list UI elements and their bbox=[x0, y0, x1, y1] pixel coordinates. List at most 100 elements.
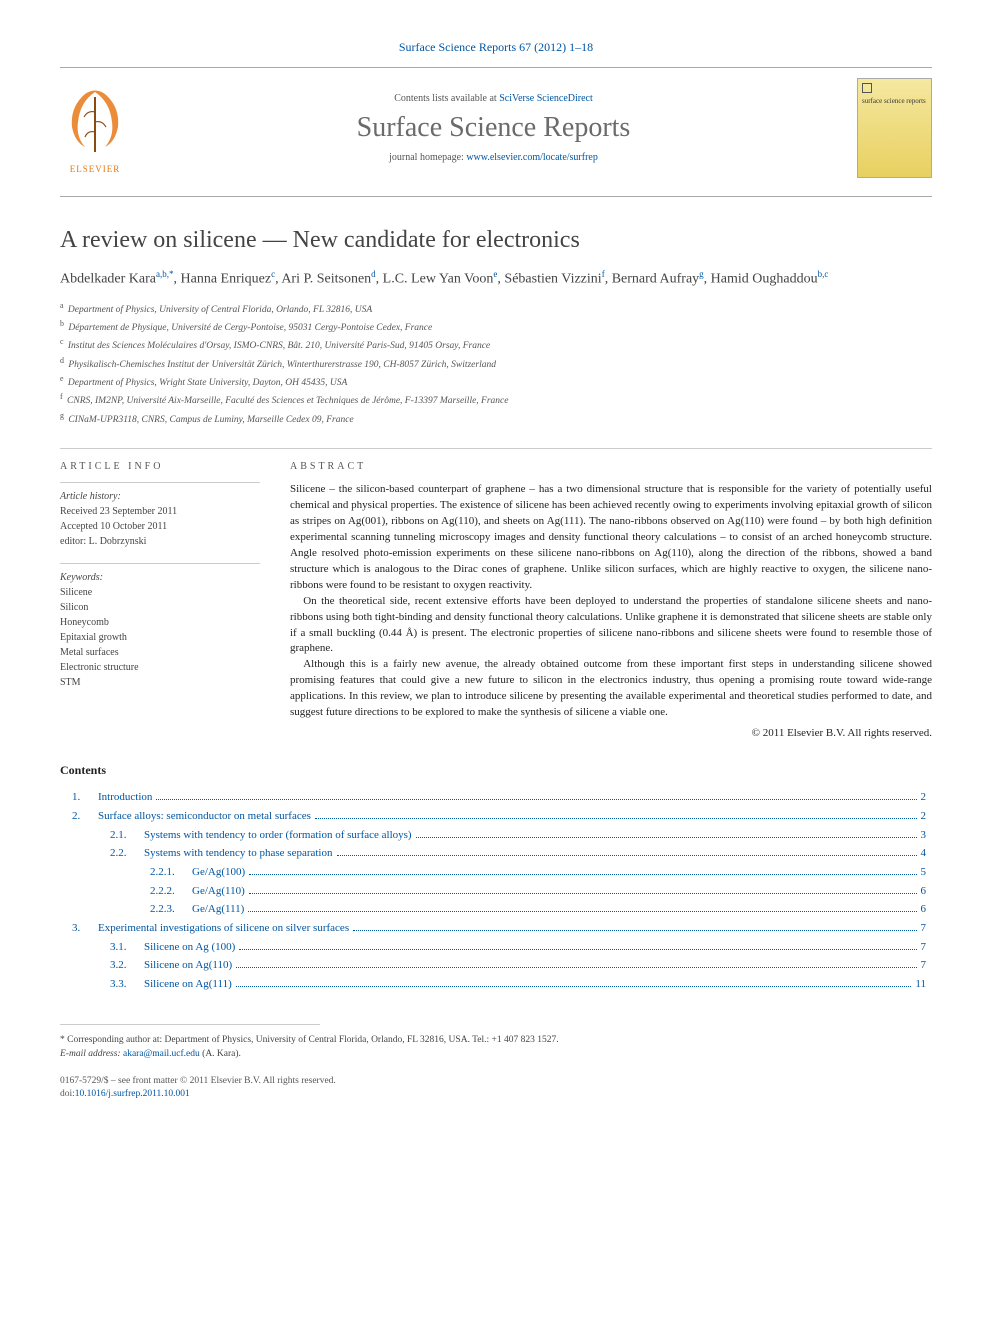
article-info-label: article info bbox=[60, 461, 260, 472]
toc-page: 6 bbox=[921, 900, 933, 919]
toc-number: 2.2.3. bbox=[150, 900, 192, 919]
toc-title: Introduction bbox=[98, 788, 152, 807]
affiliation-line: f CNRS, IM2NP, Université Aix-Marseille,… bbox=[60, 391, 932, 409]
toc-leader bbox=[353, 930, 916, 931]
toc-leader bbox=[249, 893, 917, 894]
history-editor: editor: L. Dobrzynski bbox=[60, 534, 260, 549]
history-head: Article history: bbox=[60, 489, 260, 504]
toc-leader bbox=[337, 855, 917, 856]
affiliation-line: g CINaM-UPR3118, CNRS, Campus de Luminy,… bbox=[60, 410, 932, 428]
toc-page: 7 bbox=[921, 938, 933, 957]
email-label: E-mail address: bbox=[60, 1049, 121, 1059]
abstract-label: abstract bbox=[290, 461, 932, 472]
toc-entry[interactable]: 2.2.1.Ge/Ag(100)5 bbox=[60, 863, 932, 882]
contents-prefix: Contents lists available at bbox=[394, 93, 499, 104]
toc-entry[interactable]: 2.2.2.Ge/Ag(110)6 bbox=[60, 882, 932, 901]
toc-entry[interactable]: 2.Surface alloys: semiconductor on metal… bbox=[60, 807, 932, 826]
toc-entry[interactable]: 1.Introduction 2 bbox=[60, 788, 932, 807]
homepage-link[interactable]: www.elsevier.com/locate/surfrep bbox=[466, 152, 598, 163]
toc-page: 5 bbox=[921, 863, 933, 882]
toc-title: Surface alloys: semiconductor on metal s… bbox=[98, 807, 311, 826]
homepage-prefix: journal homepage: bbox=[389, 152, 466, 163]
toc-entry[interactable]: 3.1.Silicene on Ag (100)7 bbox=[60, 938, 932, 957]
keyword-item: Electronic structure bbox=[60, 660, 260, 675]
affiliations: a Department of Physics, University of C… bbox=[60, 300, 932, 428]
affiliation-line: a Department of Physics, University of C… bbox=[60, 300, 932, 318]
toc-leader bbox=[249, 874, 916, 875]
toc-title: Ge/Ag(110) bbox=[192, 882, 245, 901]
toc-page: 2 bbox=[921, 788, 933, 807]
toc-leader bbox=[156, 799, 916, 800]
affiliation-line: c Institut des Sciences Moléculaires d'O… bbox=[60, 336, 932, 354]
toc-page: 4 bbox=[921, 844, 933, 863]
article-title: A review on silicene — New candidate for… bbox=[60, 227, 932, 254]
toc-page: 7 bbox=[921, 919, 933, 938]
toc-number: 3.1. bbox=[110, 938, 144, 957]
affiliation-line: d Physikalisch-Chemisches Institut der U… bbox=[60, 355, 932, 373]
abstract-p2: On the theoretical side, recent extensiv… bbox=[290, 594, 932, 658]
corresponding-footnote: * Corresponding author at: Department of… bbox=[60, 1033, 932, 1062]
journal-header: ELSEVIER Contents lists available at Sci… bbox=[60, 67, 932, 197]
history-received: Received 23 September 2011 bbox=[60, 504, 260, 519]
corr-email-link[interactable]: akara@mail.ucf.edu bbox=[123, 1049, 200, 1059]
toc-leader bbox=[239, 949, 916, 950]
toc-page: 2 bbox=[921, 807, 933, 826]
abstract-text: Silicene – the silicon-based counterpart… bbox=[290, 482, 932, 721]
toc-entry[interactable]: 2.1.Systems with tendency to order (form… bbox=[60, 826, 932, 845]
authors: Abdelkader Karaa,b,*, Hanna Enriquezc, A… bbox=[60, 268, 932, 290]
toc-page: 7 bbox=[921, 956, 933, 975]
keyword-item: Silicon bbox=[60, 600, 260, 615]
corr-author-line: * Corresponding author at: Department of… bbox=[60, 1033, 932, 1047]
tree-icon bbox=[60, 82, 130, 162]
affiliation-line: e Department of Physics, Wright State Un… bbox=[60, 373, 932, 391]
toc-number: 2.2. bbox=[110, 844, 144, 863]
toc-number: 3.2. bbox=[110, 956, 144, 975]
toc-number: 3. bbox=[72, 919, 98, 938]
keyword-item: STM bbox=[60, 675, 260, 690]
toc-number: 2.2.2. bbox=[150, 882, 192, 901]
toc-title: Systems with tendency to order (formatio… bbox=[144, 826, 412, 845]
contents-label: Contents bbox=[60, 763, 932, 778]
toc-entry[interactable]: 2.2.3.Ge/Ag(111) 6 bbox=[60, 900, 932, 919]
toc-leader bbox=[416, 837, 917, 838]
elsevier-logo: ELSEVIER bbox=[60, 82, 130, 174]
doi-label: doi: bbox=[60, 1089, 75, 1099]
abstract-column: abstract Silicene – the silicon-based co… bbox=[290, 461, 932, 739]
toc-leader bbox=[315, 818, 917, 819]
toc-number: 2.2.1. bbox=[150, 863, 192, 882]
doi-link[interactable]: 10.1016/j.surfrep.2011.10.001 bbox=[75, 1089, 190, 1099]
keyword-item: Metal surfaces bbox=[60, 645, 260, 660]
toc-number: 1. bbox=[72, 788, 98, 807]
abstract-copyright: © 2011 Elsevier B.V. All rights reserved… bbox=[290, 727, 932, 739]
abstract-p3: Although this is a fairly new avenue, th… bbox=[290, 657, 932, 721]
keyword-item: Silicene bbox=[60, 585, 260, 600]
toc-entry[interactable]: 2.2.Systems with tendency to phase separ… bbox=[60, 844, 932, 863]
keyword-item: Epitaxial growth bbox=[60, 630, 260, 645]
abstract-p1: Silicene – the silicon-based counterpart… bbox=[290, 482, 932, 594]
toc-page: 11 bbox=[915, 975, 932, 994]
toc-entry[interactable]: 3.Experimental investigations of silicen… bbox=[60, 919, 932, 938]
toc-leader bbox=[248, 911, 916, 912]
toc-leader bbox=[236, 986, 912, 987]
toc-entry[interactable]: 3.3.Silicene on Ag(111)11 bbox=[60, 975, 932, 994]
toc-number: 2. bbox=[72, 807, 98, 826]
toc-title: Ge/Ag(111) bbox=[192, 900, 244, 919]
toc-title: Systems with tendency to phase separatio… bbox=[144, 844, 333, 863]
contents-available: Contents lists available at SciVerse Sci… bbox=[130, 93, 857, 104]
toc-title: Experimental investigations of silicene … bbox=[98, 919, 349, 938]
toc-leader bbox=[236, 967, 916, 968]
keywords-head: Keywords: bbox=[60, 570, 260, 585]
sciencedirect-link[interactable]: SciVerse ScienceDirect bbox=[499, 93, 593, 104]
toc-page: 3 bbox=[921, 826, 933, 845]
toc-number: 2.1. bbox=[110, 826, 144, 845]
toc-number: 3.3. bbox=[110, 975, 144, 994]
email-who: (A. Kara). bbox=[202, 1049, 241, 1059]
toc-title: Silicene on Ag(110) bbox=[144, 956, 232, 975]
journal-homepage: journal homepage: www.elsevier.com/locat… bbox=[130, 152, 857, 163]
toc-entry[interactable]: 3.2.Silicene on Ag(110) 7 bbox=[60, 956, 932, 975]
cover-label: surface science reports bbox=[862, 97, 927, 105]
affiliation-line: b Département de Physique, Université de… bbox=[60, 318, 932, 336]
keyword-item: Honeycomb bbox=[60, 615, 260, 630]
elsevier-label: ELSEVIER bbox=[60, 164, 130, 174]
journal-cover-thumb: surface science reports bbox=[857, 78, 932, 178]
